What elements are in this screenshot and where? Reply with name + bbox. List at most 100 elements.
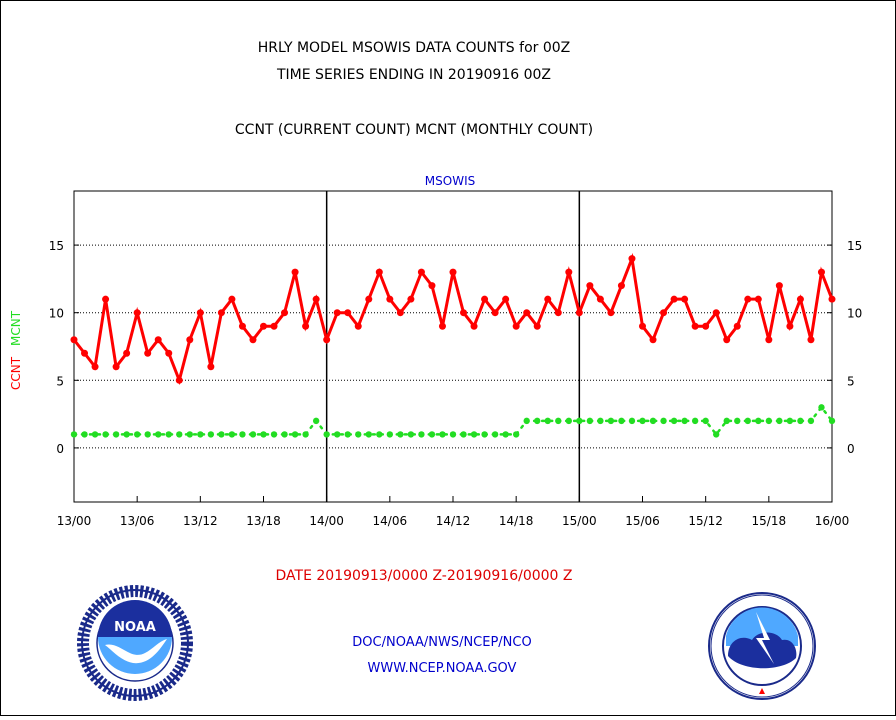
data-point-mcnt [723,417,730,425]
data-point-mcnt [460,431,467,438]
noaa-logo-text: NOAA [114,620,156,635]
data-point-ccnt [712,309,720,317]
data-point-ccnt [302,322,310,330]
data-point-mcnt [333,431,341,438]
data-point-ccnt [270,322,278,330]
data-point-ccnt [765,336,773,344]
data-point-mcnt [523,417,530,425]
data-point-mcnt [786,417,794,425]
data-point-ccnt [238,322,246,330]
data-point-ccnt [133,309,141,317]
day-separators [325,191,581,502]
data-point-mcnt [681,417,688,425]
data-point-mcnt [249,431,257,438]
data-point-ccnt [449,268,457,276]
data-point-mcnt [597,417,604,425]
data-point-mcnt [81,431,88,438]
data-point-mcnt [386,431,394,438]
data-point-mcnt [70,431,78,438]
data-point-ccnt [670,295,678,303]
data-point-ccnt [207,363,215,371]
data-point-mcnt [618,417,625,425]
data-point-ccnt [144,349,152,357]
y-axis-label-ccnt: CCNT [9,356,23,390]
x-tick-label: 14/06 [373,514,408,528]
data-point-mcnt [828,417,836,425]
x-tick-label: 14/12 [436,514,471,528]
data-point-ccnt [649,336,657,344]
data-point-ccnt [775,282,783,290]
data-point-mcnt [555,417,562,425]
data-point-mcnt [702,417,709,425]
data-point-ccnt [123,349,131,357]
data-point-mcnt [312,417,320,425]
data-point-ccnt [533,322,541,330]
noaa-logo: NOAA [77,585,193,701]
data-point-ccnt [596,295,604,303]
data-point-mcnt [428,431,436,438]
data-point-mcnt [376,431,383,438]
data-point-mcnt [176,431,183,438]
data-point-mcnt [765,417,773,425]
data-point-ccnt [512,322,520,330]
data-point-mcnt [197,431,204,438]
data-point-mcnt [228,431,236,438]
data-point-ccnt [460,309,468,317]
data-point-ccnt [681,295,689,303]
data-point-ccnt [502,295,510,303]
data-point-mcnt [344,431,351,438]
data-point-mcnt [512,431,520,438]
data-point-ccnt [481,295,489,303]
plot-area [73,190,833,503]
y-axis-label-mcnt: MCNT [9,310,23,346]
data-point-ccnt [196,309,204,317]
y-tick-label-right: 0 [847,442,855,456]
legend-description: CCNT (CURRENT COUNT) MCNT (MONTHLY COUNT… [235,122,593,138]
data-point-mcnt [639,417,646,425]
data-point-mcnt [165,431,172,438]
data-point-mcnt [291,431,299,438]
date-range-label: DATE 20190913/0000 Z-20190916/0000 Z [276,568,573,584]
data-point-ccnt [154,336,162,344]
data-point-mcnt [776,417,783,425]
data-point-ccnt [70,336,78,344]
website-label: WWW.NCEP.NOAA.GOV [368,661,517,676]
data-point-mcnt [302,431,309,438]
data-point-ccnt [438,322,446,330]
data-point-ccnt [81,349,89,357]
y-tick-label-left: 0 [56,442,64,456]
x-tick-label: 13/00 [57,514,92,528]
data-point-mcnt [218,431,225,438]
data-point-ccnt [796,295,804,303]
data-point-mcnt [397,431,404,438]
data-point-mcnt [607,417,615,425]
data-point-mcnt [418,431,425,438]
data-point-ccnt [365,295,373,303]
data-point-ccnt [91,363,99,371]
data-point-ccnt [554,309,562,317]
data-point-mcnt [818,404,825,411]
data-point-ccnt [260,322,267,330]
data-point-ccnt [744,295,752,303]
data-point-ccnt [354,322,362,330]
x-tick-label: 16/00 [815,514,850,528]
data-point-mcnt [755,417,762,425]
plot-title: MSOWIS [425,174,475,188]
data-point-mcnt [481,431,488,438]
data-point-mcnt [565,417,573,425]
data-point-mcnt [649,417,657,425]
data-point-ccnt [217,309,225,317]
data-point-mcnt [112,431,120,438]
x-tick-label: 15/18 [752,514,787,528]
data-point-ccnt [186,336,194,344]
x-tick-label: 15/06 [625,514,660,528]
data-point-ccnt [754,295,762,303]
data-point-mcnt [586,417,594,425]
data-point-mcnt [470,431,478,438]
data-point-ccnt [375,268,383,276]
data-point-ccnt [702,322,710,330]
x-tick-label: 15/00 [562,514,597,528]
data-point-ccnt [344,309,352,317]
data-point-mcnt [449,431,457,438]
